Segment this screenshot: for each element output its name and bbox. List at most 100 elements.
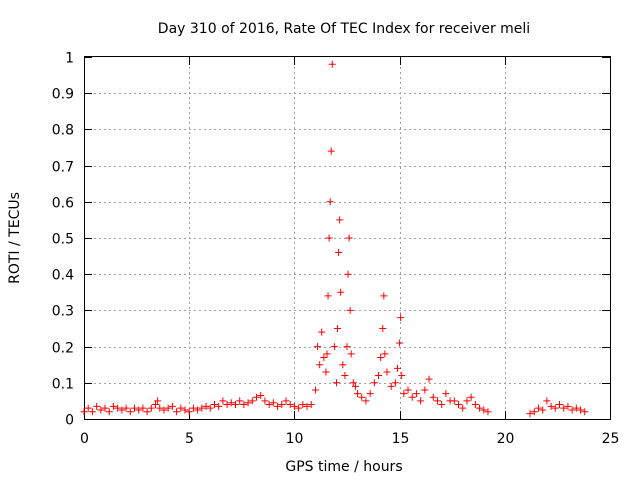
data-point <box>299 401 307 409</box>
data-point <box>282 397 290 405</box>
y-axis-label: ROTI / TECUs <box>7 192 23 284</box>
x-tick-label: 5 <box>185 431 194 447</box>
data-point <box>325 234 333 242</box>
x-tick-label: 20 <box>497 431 515 447</box>
data-point <box>295 404 303 412</box>
data-point <box>152 401 160 409</box>
data-point <box>343 343 351 351</box>
data-point <box>332 379 340 387</box>
y-tick-label: 0.2 <box>52 341 74 357</box>
data-point <box>398 372 406 380</box>
y-tick-label: 0.7 <box>52 160 74 176</box>
data-point <box>126 408 134 416</box>
y-tick-label: 0 <box>65 413 74 429</box>
data-point <box>311 386 319 394</box>
data-point <box>156 404 164 412</box>
x-tick-label: 15 <box>392 431 410 447</box>
data-point <box>551 404 559 412</box>
y-tick-label: 0.6 <box>52 196 74 212</box>
data-point <box>534 404 542 412</box>
grid-lines <box>84 57 610 419</box>
data-point <box>339 361 347 369</box>
axis-ticks: 0 5 10 15 20 25 0 0.1 0.2 0.3 0.4 0.5 0.6 0.7 0.8 0.9 1 <box>52 51 620 448</box>
data-point <box>324 292 332 300</box>
data-point <box>581 408 589 416</box>
data-point <box>480 406 488 414</box>
data-point <box>278 401 286 409</box>
data-point <box>366 390 374 398</box>
data-point <box>114 404 122 412</box>
data-point <box>344 270 352 278</box>
chart-title: Day 310 of 2016, Rate Of TEC Index for r… <box>158 21 530 37</box>
data-point <box>560 404 568 412</box>
data-point <box>253 393 261 401</box>
data-point <box>101 404 109 412</box>
data-point <box>438 401 446 409</box>
data-point <box>269 399 277 407</box>
data-point <box>265 401 273 409</box>
data-point <box>316 361 324 369</box>
y-tick-label: 1 <box>65 51 74 67</box>
data-point <box>173 408 181 416</box>
data-point <box>84 404 92 412</box>
data-point <box>530 408 538 416</box>
data-point <box>387 382 395 390</box>
data-point <box>543 397 551 405</box>
data-point <box>327 147 335 155</box>
data-point <box>122 404 130 412</box>
data-point <box>261 397 269 405</box>
data-point <box>396 339 404 347</box>
data-point <box>417 397 425 405</box>
data-point <box>286 401 294 409</box>
data-point <box>257 391 265 399</box>
data-point <box>164 404 172 412</box>
data-point <box>330 343 338 351</box>
data-point <box>391 379 399 387</box>
data-point <box>177 404 185 412</box>
data-point <box>383 368 391 376</box>
data-point <box>577 406 585 414</box>
data-point <box>375 372 383 380</box>
data-point <box>442 390 450 398</box>
x-tick-label: 25 <box>602 431 620 447</box>
data-point <box>429 393 437 401</box>
data-point <box>526 410 534 418</box>
data-point <box>215 402 223 410</box>
x-tick-label: 0 <box>80 431 89 447</box>
data-point <box>303 402 311 410</box>
data-point <box>484 408 492 416</box>
data-point <box>318 328 326 336</box>
data-point <box>476 404 484 412</box>
y-tick-label: 0.4 <box>52 268 74 284</box>
data-point <box>393 364 401 372</box>
data-point <box>362 397 370 405</box>
data-point <box>341 372 349 380</box>
data-point <box>143 408 151 416</box>
data-point <box>240 401 248 409</box>
data-point <box>322 368 330 376</box>
data-point <box>346 306 354 314</box>
data-point <box>189 404 197 412</box>
data-point <box>358 393 366 401</box>
data-point <box>328 60 336 68</box>
data-point <box>336 216 344 224</box>
data-point <box>345 234 353 242</box>
data-point <box>326 198 334 206</box>
data-point <box>421 386 429 394</box>
data-point <box>568 406 576 414</box>
data-point <box>244 399 252 407</box>
data-point <box>314 343 322 351</box>
data-point <box>185 408 193 416</box>
y-tick-label: 0.8 <box>52 123 74 139</box>
data-point <box>349 379 357 387</box>
data-point <box>198 404 206 412</box>
data-point <box>459 404 467 412</box>
data-point <box>354 390 362 398</box>
data-point <box>290 402 298 410</box>
y-tick-label: 0.3 <box>52 304 74 320</box>
data-point <box>93 402 101 410</box>
data-point <box>539 406 547 414</box>
data-point <box>334 325 342 332</box>
data-point <box>160 406 168 414</box>
